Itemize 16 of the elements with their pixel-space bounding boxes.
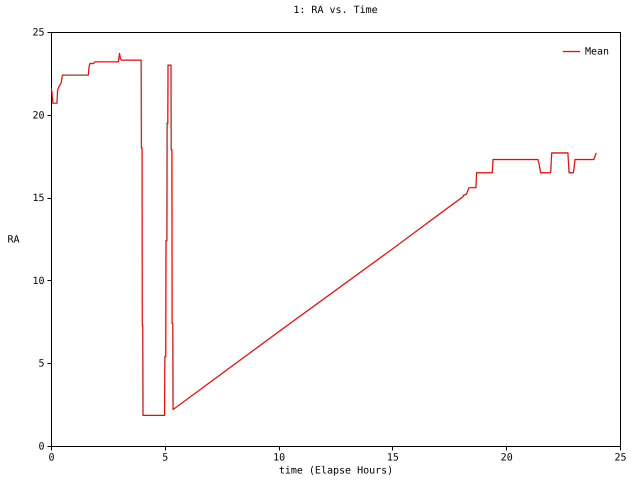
x-tick-label: 5 (162, 452, 168, 464)
y-tick-label: 10 (32, 276, 44, 287)
y-tick-label: 5 (38, 358, 44, 370)
y-tick-label: 0 (38, 442, 44, 452)
y-tick-label: 25 (32, 28, 44, 38)
x-tick-label: 20 (500, 452, 513, 464)
y-axis-title: RA (8, 234, 20, 246)
x-tick-label: 25 (614, 452, 627, 464)
y-tick-label: 15 (32, 193, 44, 204)
legend-label: Mean (585, 46, 610, 58)
x-axis-title: time (Elapse Hours) (278, 466, 394, 476)
x-tick-label: 0 (48, 452, 55, 464)
x-tick-label: 15 (386, 452, 399, 464)
chart-title: 1: RA vs. Time (293, 5, 378, 16)
y-tick-label: 20 (32, 110, 44, 122)
x-tick-label: 10 (273, 452, 286, 464)
